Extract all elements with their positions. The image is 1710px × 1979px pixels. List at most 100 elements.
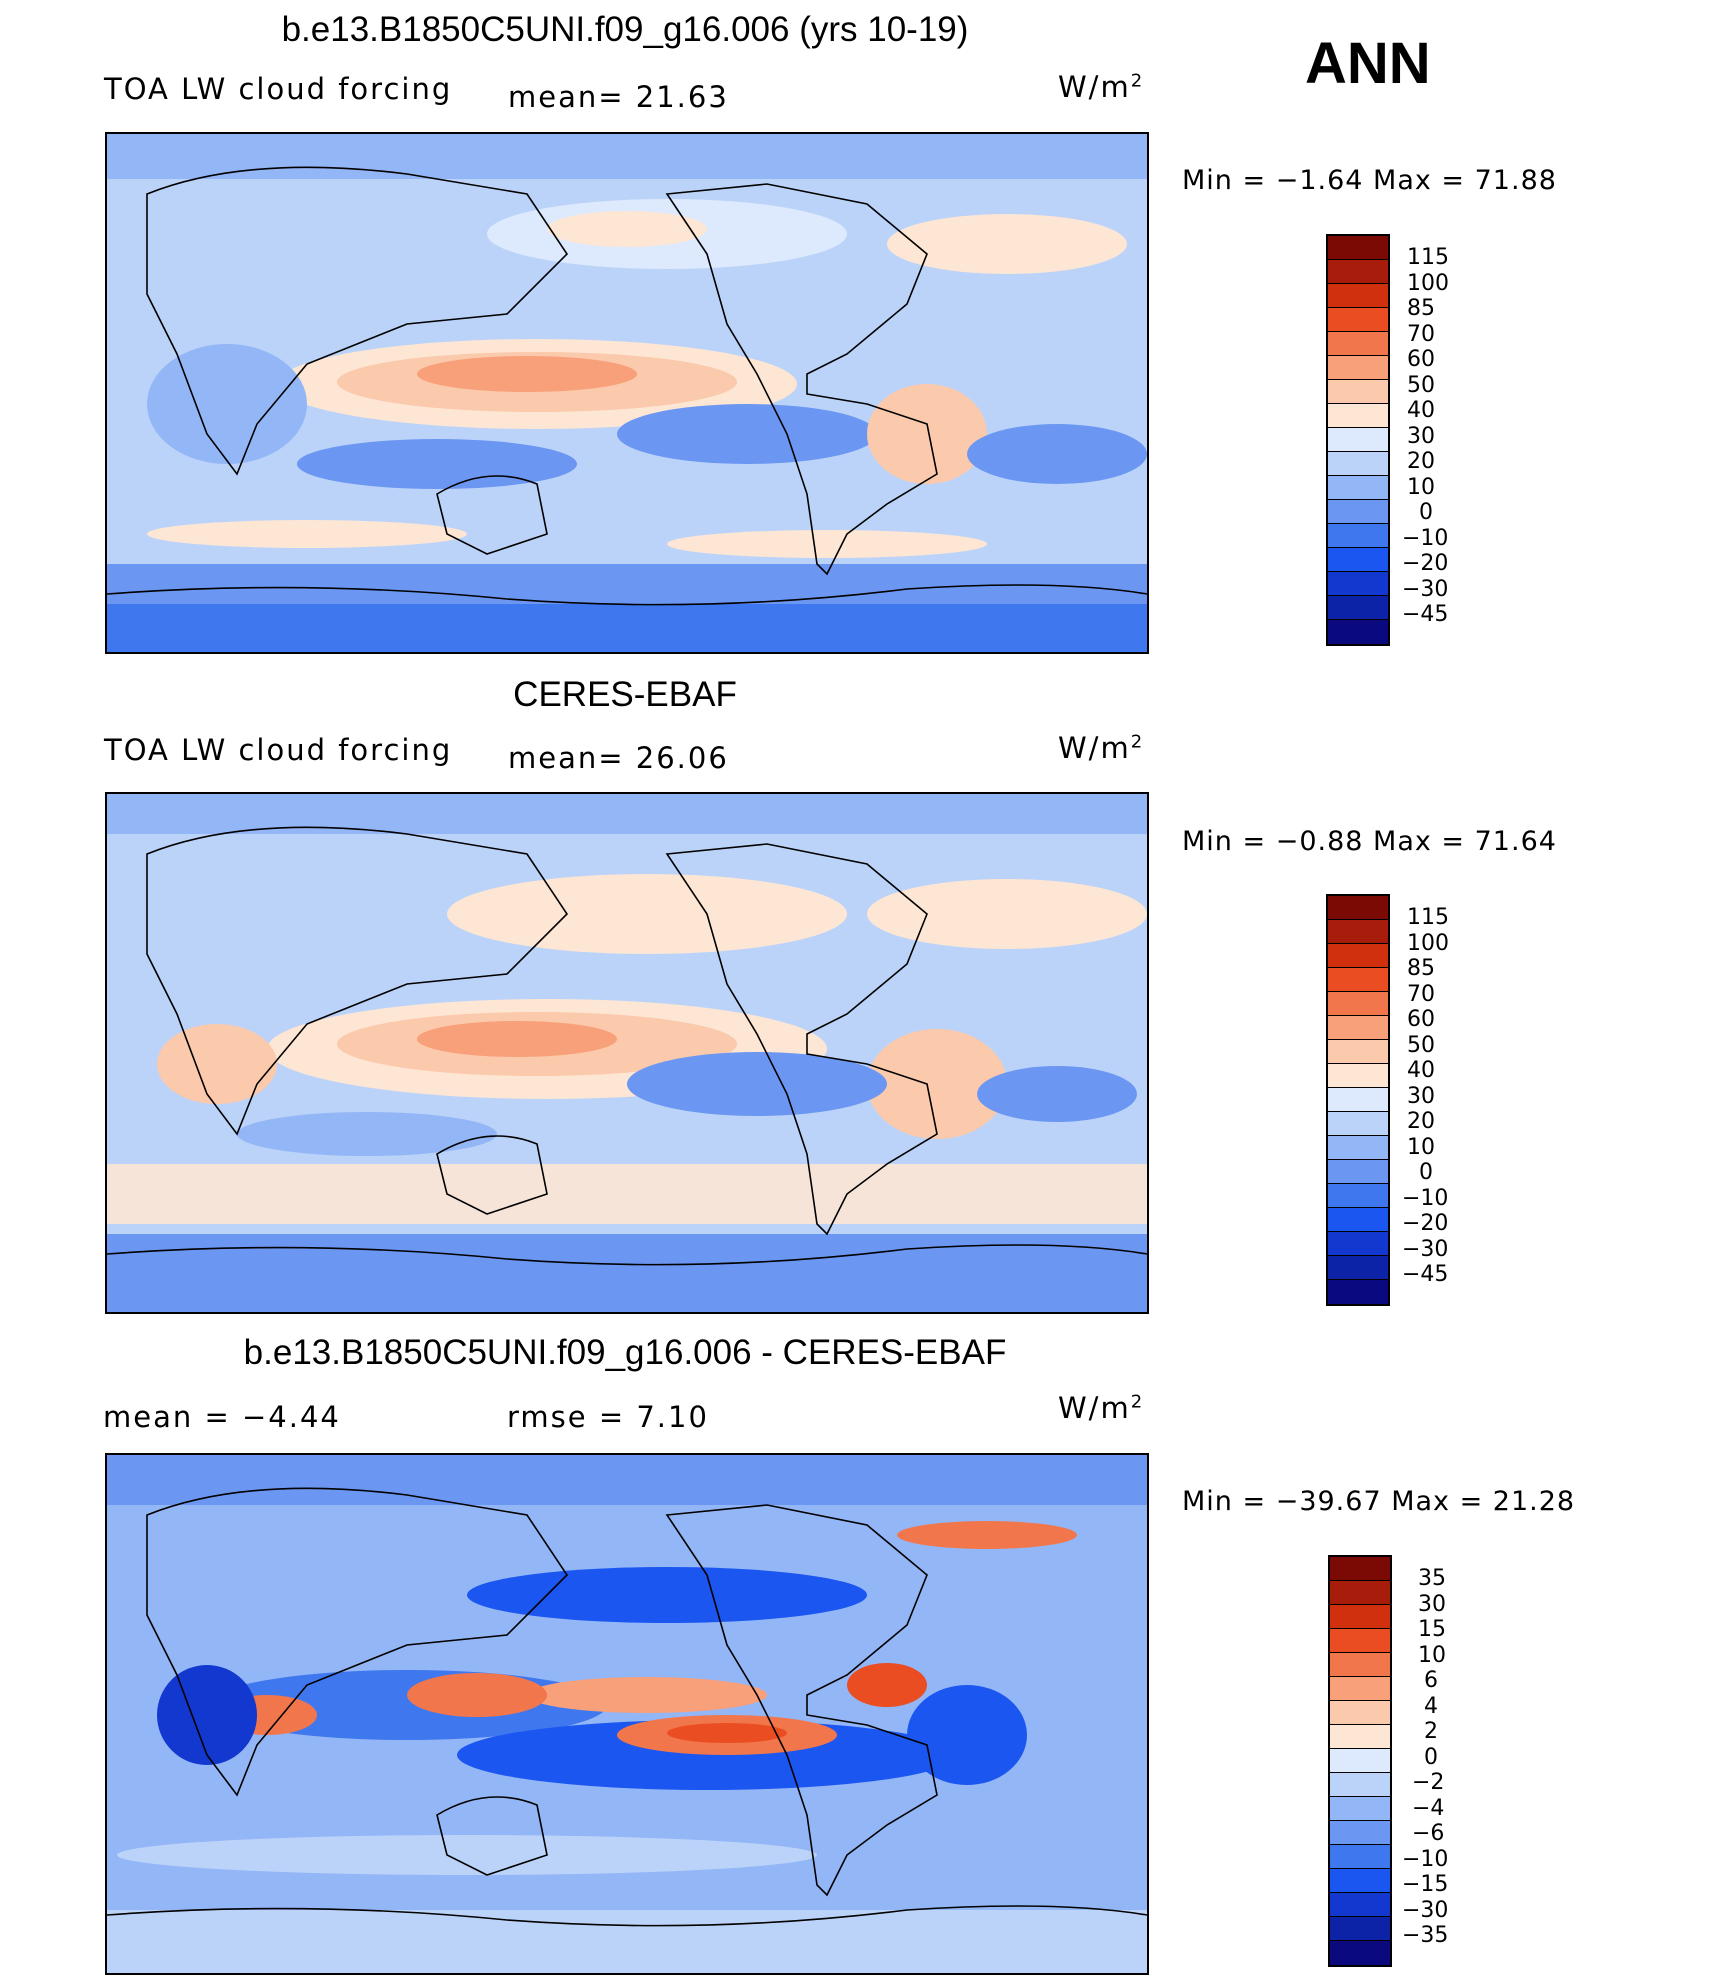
cbar-label: 10 xyxy=(1407,1135,1435,1160)
coastline-australia xyxy=(436,1135,548,1215)
colorbar-swatch xyxy=(1328,236,1388,260)
colorbar-swatch xyxy=(1328,404,1388,428)
cbar-label: 0 xyxy=(1424,1745,1438,1770)
cbar-label: −10 xyxy=(1402,1186,1449,1211)
cbar-label: −15 xyxy=(1402,1872,1449,1897)
cbar-label: 100 xyxy=(1407,271,1449,296)
colorbar-swatch xyxy=(1328,356,1388,380)
panel-1-colorbar xyxy=(1326,234,1390,646)
colorbar-swatch xyxy=(1330,1869,1390,1893)
colorbar-swatch xyxy=(1328,1088,1388,1112)
north-atlantic-cloud xyxy=(867,879,1147,949)
panel-3-minmax: Min = −39.67 Max = 21.28 xyxy=(1182,1486,1576,1517)
amazon-cloud xyxy=(867,384,987,484)
panel-3-mean: mean = −4.44 xyxy=(103,1400,341,1434)
colorbar-swatch xyxy=(1328,968,1388,992)
cbar-label: 85 xyxy=(1407,956,1435,981)
panel-2-colorbar xyxy=(1326,894,1390,1306)
coastline-eurasia-africa xyxy=(146,826,569,1136)
colorbar-swatch xyxy=(1330,1821,1390,1845)
cbar-label: −2 xyxy=(1412,1770,1445,1795)
amazon-negative xyxy=(907,1685,1027,1785)
cbar-label: −45 xyxy=(1402,1262,1449,1287)
colorbar-swatch xyxy=(1328,1040,1388,1064)
colorbar-swatch xyxy=(1328,476,1388,500)
coastline-australia xyxy=(436,1796,548,1876)
colorbar-swatch xyxy=(1328,1064,1388,1088)
colorbar-swatch xyxy=(1328,380,1388,404)
colorbar-swatch xyxy=(1328,620,1388,644)
africa-negative xyxy=(157,1665,257,1765)
colorbar-swatch xyxy=(1328,524,1388,548)
spcz-peak xyxy=(667,1723,787,1743)
colorbar-swatch xyxy=(1330,1797,1390,1821)
colorbar-swatch xyxy=(1328,308,1388,332)
panel-2-map-svg xyxy=(107,794,1147,1312)
colorbar-swatch xyxy=(1328,284,1388,308)
south-atlantic-dry xyxy=(977,1066,1137,1122)
arctic-band xyxy=(107,134,1147,179)
panel-1-map xyxy=(105,132,1149,654)
colorbar-swatch xyxy=(1330,1701,1390,1725)
colorbar-swatch xyxy=(1328,992,1388,1016)
colorbar-swatch xyxy=(1328,1256,1388,1280)
colorbar-swatch xyxy=(1328,548,1388,572)
panel-3-title: b.e13.B1850C5UNI.f09_g16.006 - CERES-EBA… xyxy=(243,1333,1007,1372)
north-pacific-cloud xyxy=(447,874,847,954)
colorbar-swatch xyxy=(1328,1232,1388,1256)
cbar-label: −10 xyxy=(1402,1847,1449,1872)
cbar-label: 50 xyxy=(1407,373,1435,398)
cbar-label: −30 xyxy=(1402,1237,1449,1262)
panel-2-title: CERES-EBAF xyxy=(513,675,737,714)
colorbar-swatch xyxy=(1330,1653,1390,1677)
coastline-americas xyxy=(665,183,938,576)
maritime-continent-positive xyxy=(407,1673,547,1717)
cbar-label: −45 xyxy=(1402,602,1449,627)
colorbar-swatch xyxy=(1330,1749,1390,1773)
africa-convection xyxy=(157,1024,277,1104)
coastline-antarctica xyxy=(107,1244,1147,1266)
cbar-label: 0 xyxy=(1419,1160,1433,1185)
southeast-pacific-dry xyxy=(627,1052,887,1116)
cbar-label: 115 xyxy=(1407,905,1449,930)
coastline-eurasia-africa xyxy=(146,166,569,476)
north-atlantic-positive xyxy=(897,1521,1077,1549)
cbar-label: −35 xyxy=(1402,1923,1449,1948)
coastline-antarctica xyxy=(107,584,1147,606)
colorbar-swatch xyxy=(1328,1184,1388,1208)
colorbar-swatch xyxy=(1330,1941,1390,1965)
south-atlantic-dry xyxy=(967,424,1147,484)
panel-3-units: W/m2 xyxy=(1058,1391,1143,1425)
panel-2-units: W/m2 xyxy=(1058,731,1143,765)
cbar-label: 60 xyxy=(1407,1007,1435,1032)
colorbar-swatch xyxy=(1328,500,1388,524)
panel-1-field-label: TOA LW cloud forcing xyxy=(104,72,453,106)
warm-pool-peak xyxy=(417,356,637,392)
panel-3-colorbar xyxy=(1328,1555,1392,1967)
cbar-label: 30 xyxy=(1407,424,1435,449)
warm-pool-peak xyxy=(417,1021,617,1057)
cbar-label: 0 xyxy=(1419,500,1433,525)
colorbar-swatch xyxy=(1328,1160,1388,1184)
cbar-label: 30 xyxy=(1418,1592,1446,1617)
coastline-americas xyxy=(665,1504,938,1897)
colorbar-swatch xyxy=(1328,428,1388,452)
cbar-label: 40 xyxy=(1407,398,1435,423)
panel-2-minmax: Min = −0.88 Max = 71.64 xyxy=(1182,826,1557,857)
colorbar-swatch xyxy=(1328,920,1388,944)
cbar-label: 100 xyxy=(1407,931,1449,956)
panel-1-title: b.e13.B1850C5UNI.f09_g16.006 (yrs 10-19) xyxy=(281,10,969,49)
cbar-label: 30 xyxy=(1407,1084,1435,1109)
colorbar-swatch xyxy=(1328,596,1388,620)
cbar-label: 10 xyxy=(1418,1643,1446,1668)
cbar-label: 6 xyxy=(1424,1668,1438,1693)
cbar-label: 2 xyxy=(1424,1719,1438,1744)
southern-storm-track-2 xyxy=(667,530,987,558)
colorbar-swatch xyxy=(1328,1208,1388,1232)
cbar-label: −10 xyxy=(1402,526,1449,551)
coastline-americas xyxy=(665,843,938,1236)
amazon-cloud xyxy=(867,1029,1007,1139)
cbar-label: 85 xyxy=(1407,296,1435,321)
cbar-label: −6 xyxy=(1412,1821,1445,1846)
panel-1-map-svg xyxy=(107,134,1147,652)
